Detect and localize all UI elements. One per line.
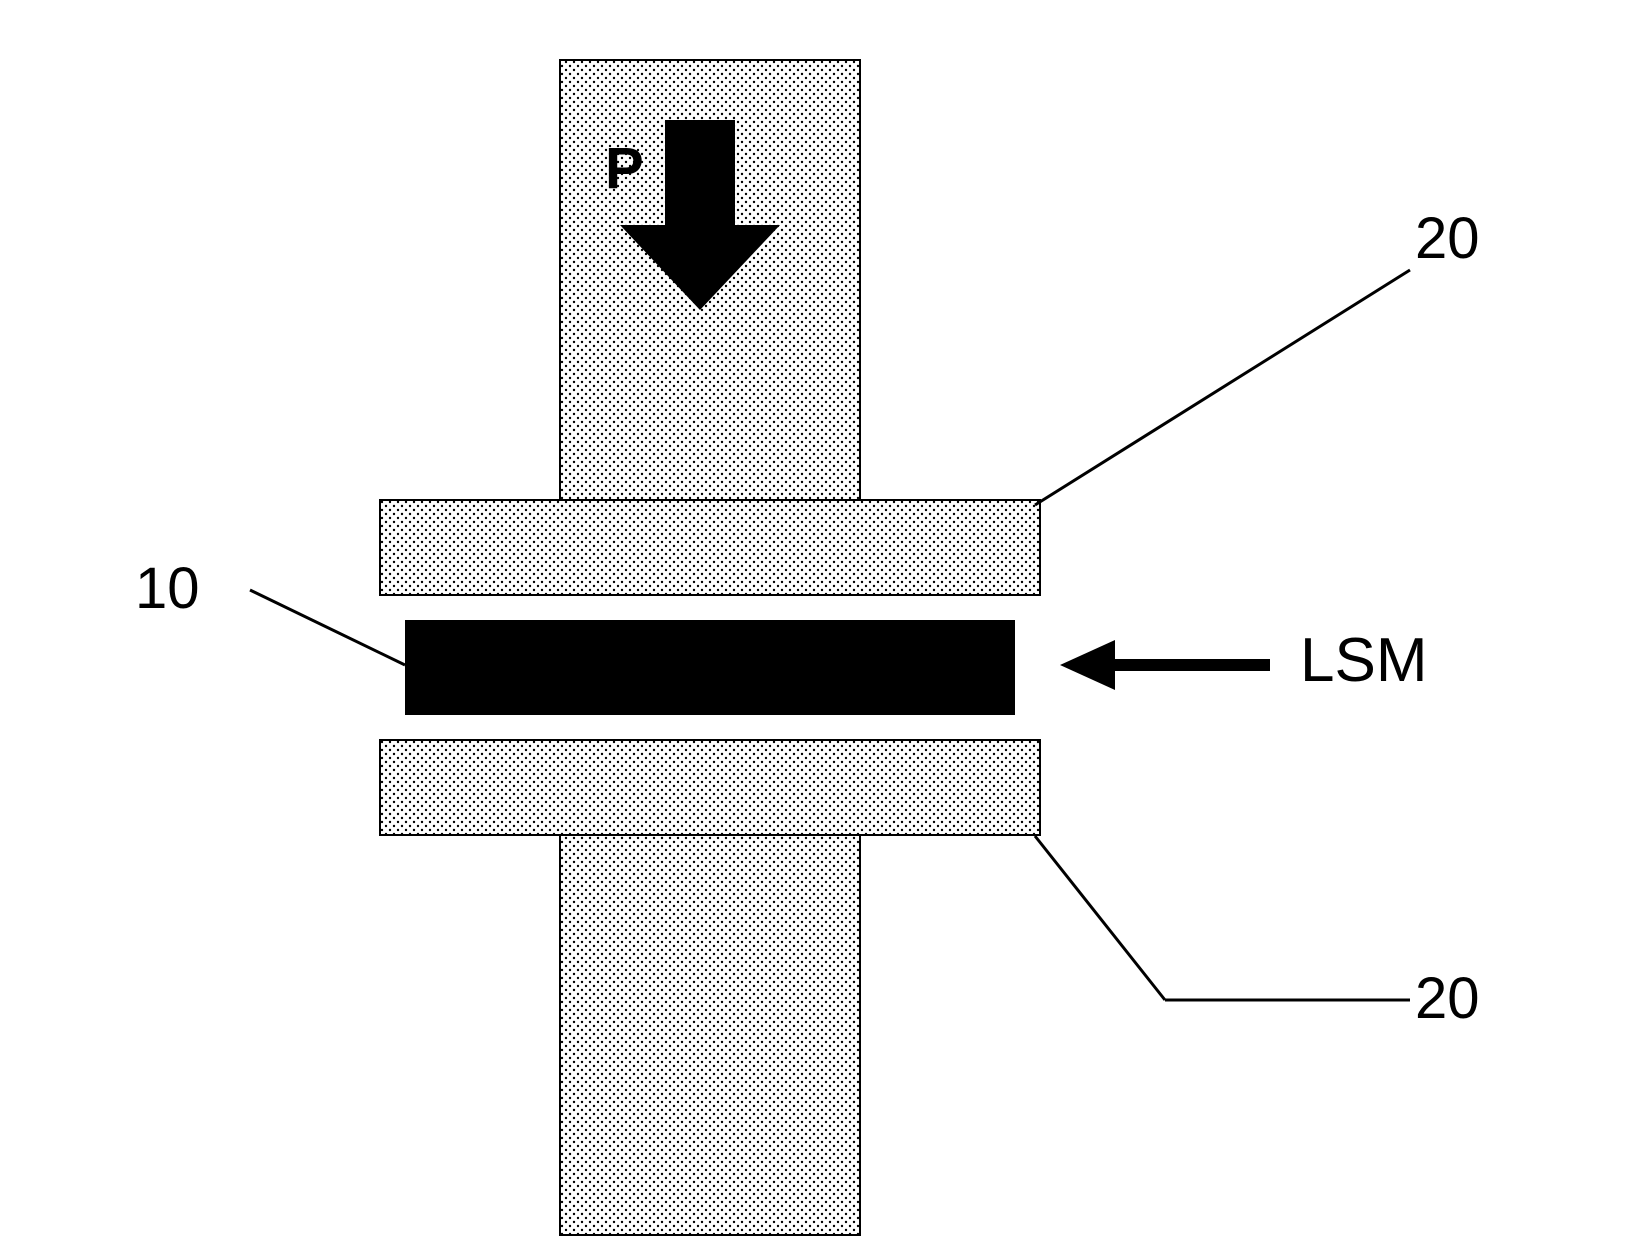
bottom-plate — [380, 740, 1040, 835]
p-label: P — [605, 135, 644, 202]
leader-10 — [250, 590, 405, 665]
top-plate — [380, 500, 1040, 595]
label-20-bottom: 20 — [1415, 965, 1480, 1032]
label-20-top: 20 — [1415, 205, 1480, 272]
diagram-container: P 20 10 LSM 20 — [0, 0, 1629, 1241]
label-lsm: LSM — [1300, 625, 1427, 696]
lsm-arrow — [1060, 640, 1270, 690]
leader-top-20 — [1035, 270, 1410, 505]
bottom-piston — [560, 835, 860, 1235]
label-10: 10 — [135, 555, 200, 622]
leader-bottom-20-d — [1035, 836, 1165, 1000]
sample-layer — [405, 620, 1015, 715]
diagram-svg — [0, 0, 1629, 1241]
